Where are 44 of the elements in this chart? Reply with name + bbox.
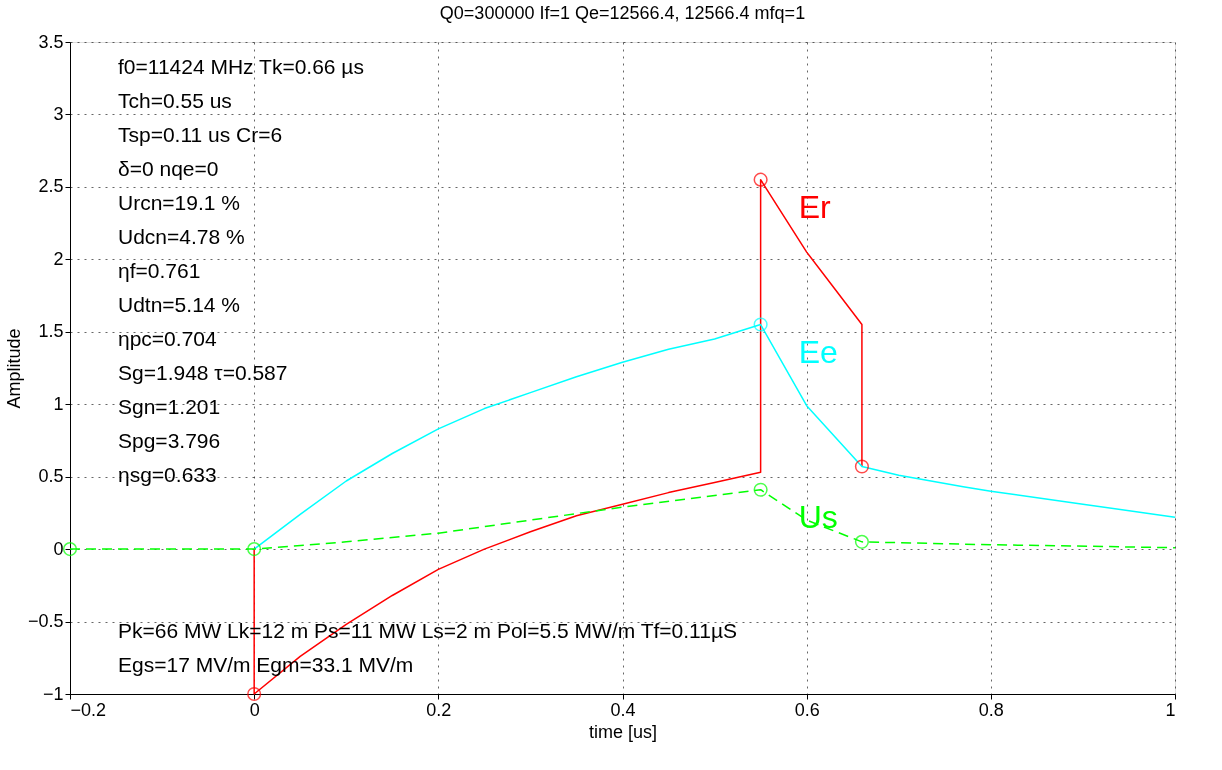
series-label: Us — [798, 498, 838, 535]
y-tick-label: 2 — [53, 248, 64, 269]
y-tick-label: 3 — [53, 103, 64, 124]
x-tick-label: 0.8 — [978, 699, 1004, 720]
annotation: ηpc=0.704 — [118, 327, 217, 350]
y-tick-label: −0.5 — [27, 611, 64, 632]
y-tick-label: 2.5 — [38, 176, 64, 197]
annotation: ηf=0.761 — [118, 259, 201, 282]
x-tick-label: 0 — [249, 699, 260, 720]
annotation: f0=11424 MHz Tk=0.66 µs — [118, 55, 364, 78]
annotation: ηsg=0.633 — [118, 463, 217, 486]
annotation: δ=0 nqe=0 — [118, 157, 219, 180]
x-axis-title: time [us] — [588, 721, 658, 742]
series-label: Ee — [798, 333, 838, 370]
x-tick-label: 0.4 — [610, 699, 636, 720]
point — [753, 317, 768, 332]
annotation: Tch=0.55 us — [118, 89, 232, 112]
annotation: Spg=3.796 — [118, 429, 221, 452]
point — [753, 482, 768, 497]
series-label: Er — [798, 188, 831, 225]
y-axis-title: Amplitude — [3, 328, 24, 409]
annotation: Sgn=1.201 — [118, 395, 221, 418]
y-tick-label: 0 — [53, 538, 64, 559]
annotation: Urcn=19.1 % — [118, 191, 240, 214]
y-tick-label: 3.5 — [38, 31, 64, 52]
point — [854, 459, 869, 474]
x-tick-label: 1 — [1165, 699, 1176, 720]
point — [753, 172, 768, 187]
y-tick-label: 0.5 — [38, 466, 64, 487]
chart-title: Q0=300000 If=1 Qe=12566.4, 12566.4 mfq=1 — [439, 3, 806, 23]
y-tick-label: −1 — [42, 683, 64, 704]
point — [62, 542, 78, 557]
x-tick-label: 0.2 — [426, 699, 452, 720]
point — [247, 686, 262, 702]
point — [854, 534, 869, 549]
annotation: Udtn=5.14 % — [118, 293, 241, 316]
point — [247, 542, 262, 557]
y-tick-label: 1.5 — [38, 321, 64, 342]
annotation: Udcn=4.78 % — [118, 225, 245, 248]
x-tick-label: 0.6 — [794, 699, 820, 720]
x-tick-label: −0.2 — [70, 699, 107, 720]
annotation: Sg=1.948 τ=0.587 — [118, 361, 288, 384]
annotation: Tsp=0.11 us Cr=6 — [118, 123, 283, 146]
y-tick-label: 1 — [53, 393, 64, 414]
